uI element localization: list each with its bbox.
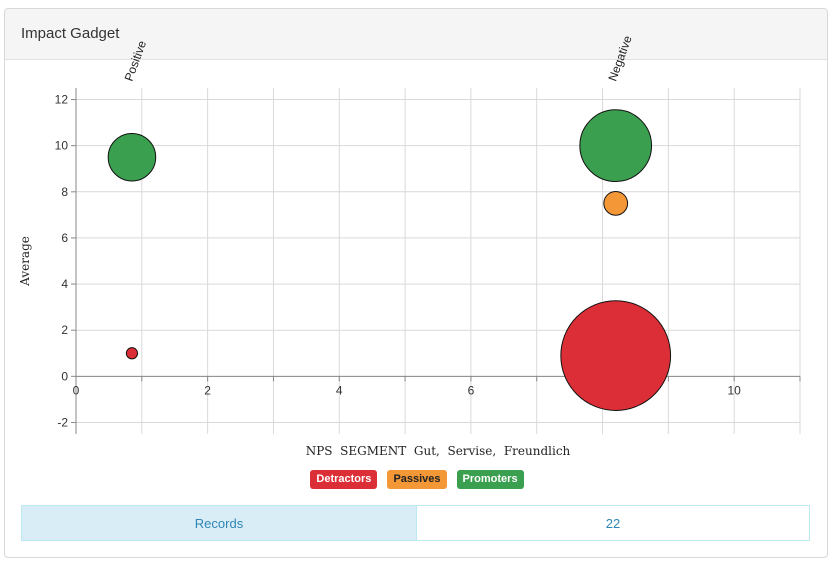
y-tick-label: 6 (61, 231, 68, 245)
segment-label: Negative (605, 33, 634, 83)
records-value: 22 (605, 515, 621, 531)
x-tick-label: 4 (336, 383, 343, 397)
x-axis-title: NPS SEGMENT Gut, Servise, Freundlich (306, 444, 571, 458)
legend-item-promoters[interactable]: Promoters (456, 470, 524, 489)
bubble-detractors (560, 300, 672, 411)
y-tick-label: 8 (61, 185, 68, 199)
y-tick-label: 4 (61, 277, 68, 291)
records-label: Records (22, 506, 417, 540)
x-tick-label: 2 (204, 383, 211, 397)
bubble-promoters (579, 109, 653, 183)
bubble-chart: -2 0 2 4 6 8 10 12 0 2 4 6 10 NPS SEGMENT Gut, Servis… (18, 33, 801, 458)
x-tick-label: 0 (73, 383, 80, 397)
bubble-promoters (107, 132, 157, 182)
y-tick-label: 0 (61, 369, 68, 383)
legend-item-passives[interactable]: Passives (387, 470, 447, 489)
panel-header: Impact Gadget (5, 9, 827, 60)
records-summary: Records 22 (21, 505, 810, 541)
panel-title: Impact Gadget (21, 25, 120, 42)
y-tick-label: 10 (55, 139, 69, 153)
y-tick-label: -2 (57, 415, 68, 429)
x-tick-label: 10 (728, 383, 742, 397)
bubble-detractors (125, 347, 139, 360)
y-axis-title: Average (18, 236, 32, 287)
legend-item-detractors[interactable]: Detractors (310, 470, 378, 489)
bubble-passives (603, 190, 629, 216)
y-tick-label: 2 (61, 323, 68, 337)
segment-label: Positive (122, 38, 150, 83)
chart-legend: Detractors Passives Promoters (0, 470, 834, 489)
y-tick-label: 12 (55, 93, 69, 107)
x-tick-label: 6 (468, 383, 475, 397)
